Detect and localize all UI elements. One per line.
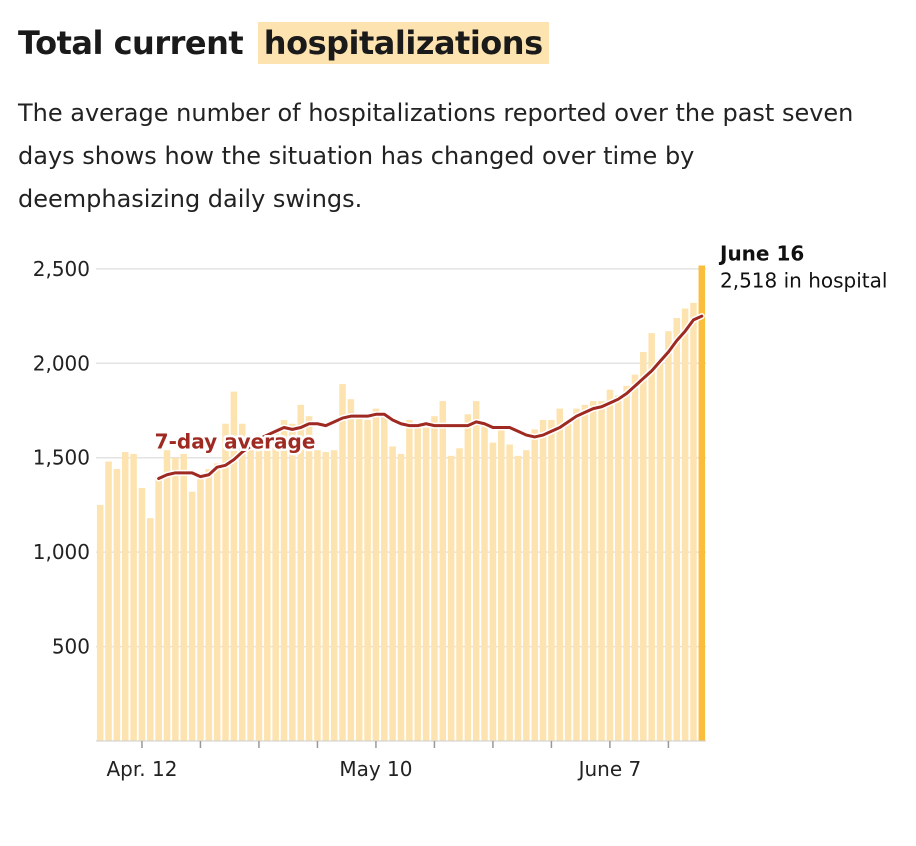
annotation-value: 2,518 in hospital xyxy=(720,268,887,292)
bar xyxy=(472,401,480,741)
y-tick-label: 2,500 xyxy=(33,257,90,281)
bar xyxy=(481,423,488,741)
bar xyxy=(113,469,121,741)
bar xyxy=(531,429,538,741)
bar xyxy=(330,450,338,741)
average-line xyxy=(157,314,704,480)
bar xyxy=(364,419,371,741)
bar xyxy=(681,308,689,741)
bar xyxy=(581,404,589,741)
bar xyxy=(264,438,271,741)
bar xyxy=(130,453,137,741)
bar xyxy=(163,450,171,741)
bar xyxy=(523,450,530,741)
bar xyxy=(539,419,547,741)
bar xyxy=(280,419,288,741)
bar xyxy=(589,401,597,741)
bar xyxy=(305,416,313,741)
bar-latest xyxy=(698,265,706,741)
bar xyxy=(422,427,430,741)
bar xyxy=(381,416,388,741)
bar xyxy=(489,442,497,741)
bar xyxy=(96,504,104,741)
bar xyxy=(573,408,580,741)
bar xyxy=(665,331,672,741)
average-label: 7-day average xyxy=(155,430,316,454)
bar xyxy=(615,395,622,741)
bar xyxy=(147,518,154,741)
bar xyxy=(506,444,513,741)
bar xyxy=(121,452,129,741)
bar xyxy=(355,416,363,741)
bar xyxy=(180,453,187,741)
bar xyxy=(623,385,630,741)
bar xyxy=(197,472,204,741)
bar xyxy=(339,384,346,741)
bar xyxy=(606,389,614,741)
bar xyxy=(397,453,405,741)
bar xyxy=(155,476,162,741)
bar xyxy=(347,399,355,741)
x-tick-label: Apr. 12 xyxy=(106,757,177,781)
bar xyxy=(372,408,380,741)
bar xyxy=(464,414,472,741)
bar xyxy=(514,455,522,741)
bar xyxy=(188,491,196,741)
bar xyxy=(289,423,296,741)
y-tick-label: 2,000 xyxy=(33,351,90,375)
bar xyxy=(447,455,455,741)
bar xyxy=(272,431,279,741)
bar xyxy=(673,317,681,741)
bar xyxy=(222,423,229,741)
bar xyxy=(105,461,112,741)
bar xyxy=(431,416,438,741)
y-tick-label: 1,000 xyxy=(33,540,90,564)
bar xyxy=(297,404,304,741)
bar xyxy=(631,374,639,741)
bar xyxy=(640,351,647,741)
average-label-halo: 7-day average xyxy=(155,430,316,454)
bar xyxy=(498,427,505,741)
bar xyxy=(255,435,263,741)
bar xyxy=(238,423,246,741)
title-prefix: Total current xyxy=(18,24,244,62)
bar xyxy=(205,469,213,741)
annotation-date: June 16 xyxy=(718,241,804,265)
bar xyxy=(172,457,179,741)
bar xyxy=(414,423,421,741)
bar xyxy=(598,401,605,741)
bar xyxy=(322,452,330,741)
bar xyxy=(439,401,447,741)
x-tick-label: May 10 xyxy=(339,757,412,781)
chart-description: The average number of hospitalizations r… xyxy=(18,99,854,213)
bar xyxy=(213,463,221,741)
title-highlight: hospitalizations xyxy=(257,22,549,64)
bar xyxy=(690,302,697,741)
y-tick-label: 500 xyxy=(52,635,90,659)
bar xyxy=(138,487,146,741)
bar xyxy=(247,450,254,741)
bar xyxy=(456,448,463,741)
bar xyxy=(389,446,396,741)
bar xyxy=(648,333,655,741)
bar xyxy=(406,419,413,741)
bar xyxy=(656,359,664,741)
bar xyxy=(314,450,321,741)
bar xyxy=(230,391,238,741)
chart-title: Total current hospitalizations xyxy=(18,22,549,64)
bar xyxy=(556,408,564,741)
y-tick-label: 1,500 xyxy=(33,446,90,470)
bar xyxy=(548,419,555,741)
x-tick-label: June 7 xyxy=(577,757,642,781)
bar xyxy=(564,423,572,741)
